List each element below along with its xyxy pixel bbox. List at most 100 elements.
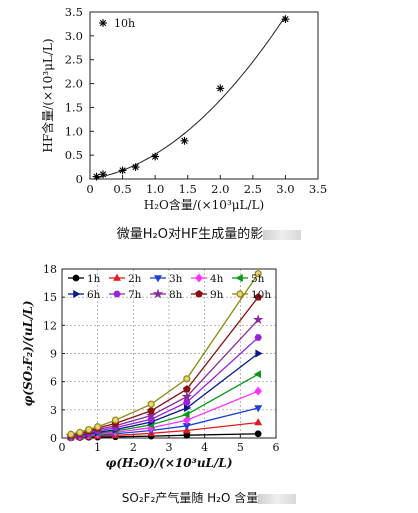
x-tick-label: 5 xyxy=(237,441,244,454)
legend-label: 7h xyxy=(128,289,142,301)
data-point xyxy=(147,400,155,408)
y-tick-label: 12 xyxy=(43,319,57,332)
data-point xyxy=(183,404,192,412)
data-point xyxy=(111,416,120,424)
so2f2-line-chart: 0 1 2 3 4 5 60369121518φ(H₂O)/(×10³uL/L)φ(SO₂F… xyxy=(21,263,280,470)
legend-marker xyxy=(73,290,81,298)
x-tick-label: 1.5 xyxy=(179,182,197,196)
data-point xyxy=(147,406,156,415)
legend-marker xyxy=(113,290,121,298)
data-point xyxy=(183,375,191,383)
data-point xyxy=(254,334,262,341)
y-tick-label: 3.5 xyxy=(65,5,83,19)
y-tick-label: 6 xyxy=(50,376,57,389)
legend-marker xyxy=(195,289,203,298)
data-point xyxy=(182,415,191,425)
legend-label: 3h xyxy=(169,273,183,285)
y-tick-label: 1.5 xyxy=(65,100,83,114)
y-tick-label: 9 xyxy=(50,348,57,361)
caption-bottom: SO₂F₂产气量随 H₂O 含量 xyxy=(0,489,418,506)
y-tick-label: 3.0 xyxy=(65,29,83,43)
y-axis-label: φ(SO₂F₂)/(uL/L) xyxy=(21,300,35,406)
caption-bottom-text: SO₂F₂产气量随 H₂O 含量 xyxy=(121,491,259,505)
legend-marker xyxy=(99,19,107,27)
data-point xyxy=(254,418,263,426)
y-tick-label: 15 xyxy=(43,291,57,304)
x-tick-label: 1.0 xyxy=(146,182,164,196)
legend-label: 5h xyxy=(251,273,265,285)
y-tick-label: 2.0 xyxy=(65,77,83,91)
x-tick-label: 0 xyxy=(59,441,66,454)
x-tick-label: 3.5 xyxy=(309,182,327,196)
legend-marker xyxy=(195,273,203,283)
data-point xyxy=(131,163,140,171)
data-point xyxy=(180,136,189,145)
legend: 10h xyxy=(99,17,135,30)
fit-curve xyxy=(96,15,286,179)
data-point xyxy=(281,15,290,24)
data-point xyxy=(254,430,262,438)
x-axis-label: H₂O含量/(×10³μL/L) xyxy=(144,197,264,212)
legend-marker xyxy=(72,274,80,282)
x-tick-label: 6 xyxy=(273,441,280,454)
legend-marker xyxy=(152,288,164,299)
x-tick-label: 2.5 xyxy=(244,182,262,196)
x-tick-label: 3 xyxy=(166,441,173,454)
data-point xyxy=(254,270,262,278)
plot-frame xyxy=(89,11,319,180)
x-axis-label: φ(H₂O)/(×10³uL/L) xyxy=(106,456,233,470)
legend-label: 6h xyxy=(87,289,101,301)
legend-label: 10h xyxy=(251,289,271,301)
legend-label: 10h xyxy=(114,17,135,30)
y-tick-label: 1.0 xyxy=(65,124,83,138)
y-tick-label: 0.5 xyxy=(65,148,83,162)
legend-label: 9h xyxy=(210,289,224,301)
caption-top: 微量H₂O对HF生成量的影 xyxy=(0,223,418,242)
data-point xyxy=(146,410,157,420)
data-point xyxy=(151,152,160,161)
x-tick-label: 3.0 xyxy=(276,182,294,196)
data-point xyxy=(254,293,263,301)
x-tick-label: 0.5 xyxy=(113,182,131,196)
data-point xyxy=(254,405,263,413)
y-tick-label: 3 xyxy=(50,404,57,417)
legend-label: 1h xyxy=(87,273,101,285)
caption-top-text: 微量H₂O对HF生成量的影 xyxy=(116,227,264,242)
data-point xyxy=(255,349,263,358)
hf-scatter-chart: 0 0.5 1.0 1.5 2.0 2.5 3.0 3.5 0 0.5 1.0 1.5 2.0 2.5 3.… xyxy=(40,5,327,212)
data-point xyxy=(253,370,262,379)
y-tick-label: 18 xyxy=(43,263,57,276)
data-point xyxy=(92,172,101,181)
data-point xyxy=(252,314,264,325)
plot-area: 0 1 2 3 4 5 60369121518φ(H₂O)/(×10³uL/L)φ(SO₂F… xyxy=(21,263,280,470)
data-point xyxy=(99,170,107,179)
data-point xyxy=(85,425,93,434)
data-point xyxy=(67,430,75,438)
y-tick-label: 2.5 xyxy=(65,53,83,67)
caption-blur xyxy=(258,493,297,504)
legend: 1h 2h 3h 4h 5h 6h 7h 8h 9h 10h xyxy=(68,273,271,301)
data-point xyxy=(182,385,191,393)
x-tick-label: 2.0 xyxy=(211,182,229,196)
legend-marker xyxy=(154,275,162,283)
series-line xyxy=(70,319,259,437)
y-axis-label: HF含量/(×10³μL/L) xyxy=(40,38,55,152)
data-point xyxy=(76,428,84,436)
y-tick-label: 0 xyxy=(50,432,57,445)
data-point xyxy=(182,410,190,419)
data-point xyxy=(254,386,263,396)
legend-label: 2h xyxy=(128,273,142,285)
x-tick-label: 1 xyxy=(94,441,101,454)
series-10h xyxy=(67,270,262,438)
plot-area: 0 0.5 1.0 1.5 2.0 2.5 3.0 3.5 0 0.5 1.0 1.5 2.0 2.5 3.… xyxy=(40,5,327,212)
data-point xyxy=(216,84,225,93)
data-point xyxy=(181,391,193,402)
y-tick-label: 0 xyxy=(76,172,83,186)
caption-blur xyxy=(263,229,302,240)
legend-marker xyxy=(113,273,121,281)
legend-label: 8h xyxy=(169,289,183,301)
x-tick-label: 4 xyxy=(201,441,208,454)
legend-label: 4h xyxy=(210,273,224,285)
data-point xyxy=(94,423,102,431)
legend-marker xyxy=(236,290,244,298)
